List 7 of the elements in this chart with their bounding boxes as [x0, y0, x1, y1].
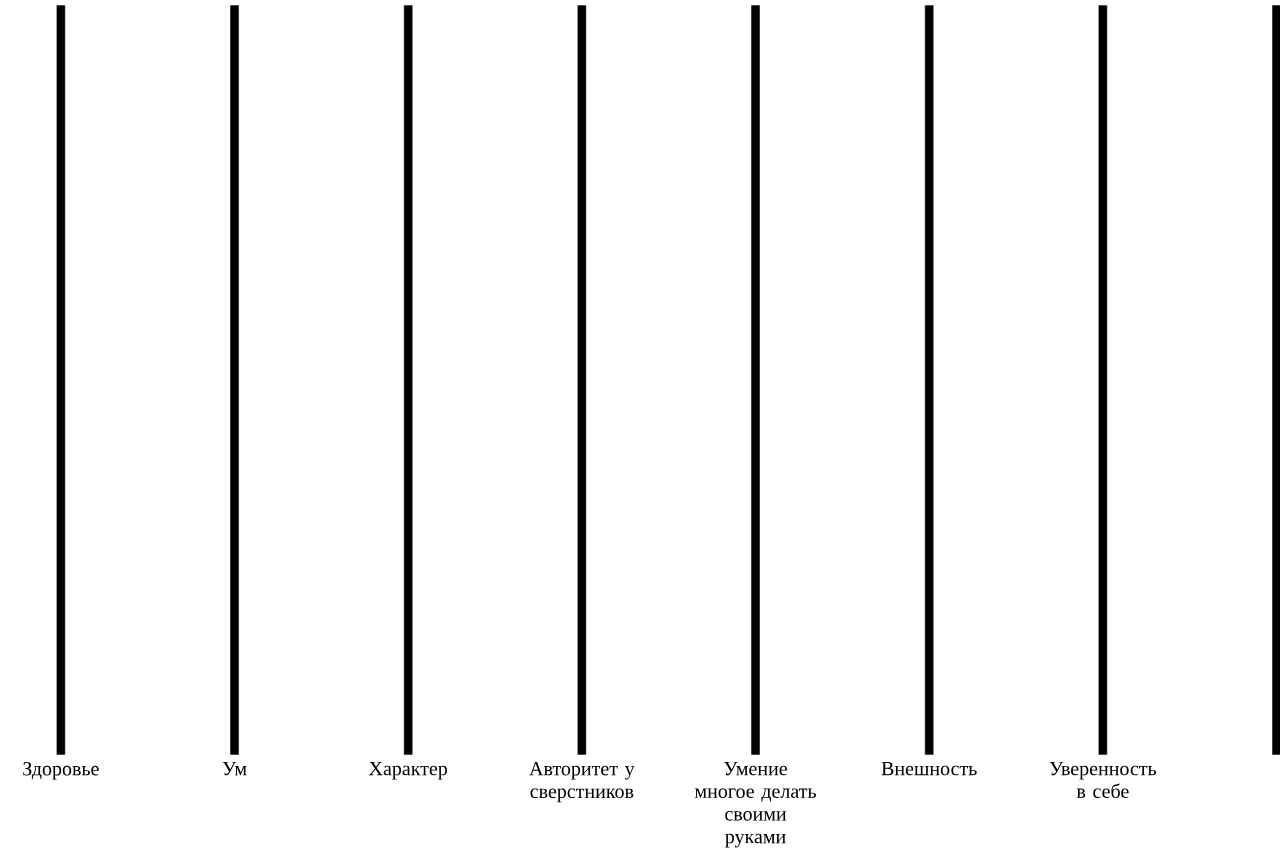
x-tick-label: Авторитет у сверстников	[529, 762, 635, 803]
x-tick-label: Характер	[368, 762, 448, 780]
x-tick-label: Внешность	[881, 762, 977, 776]
x-tick-label: Умение многое делать своими руками	[694, 762, 816, 848]
x-tick-label: Ум	[222, 762, 247, 776]
x-tick-label: Уверенность в себе	[1049, 762, 1157, 798]
x-tick-label: Здоровье	[23, 762, 99, 780]
